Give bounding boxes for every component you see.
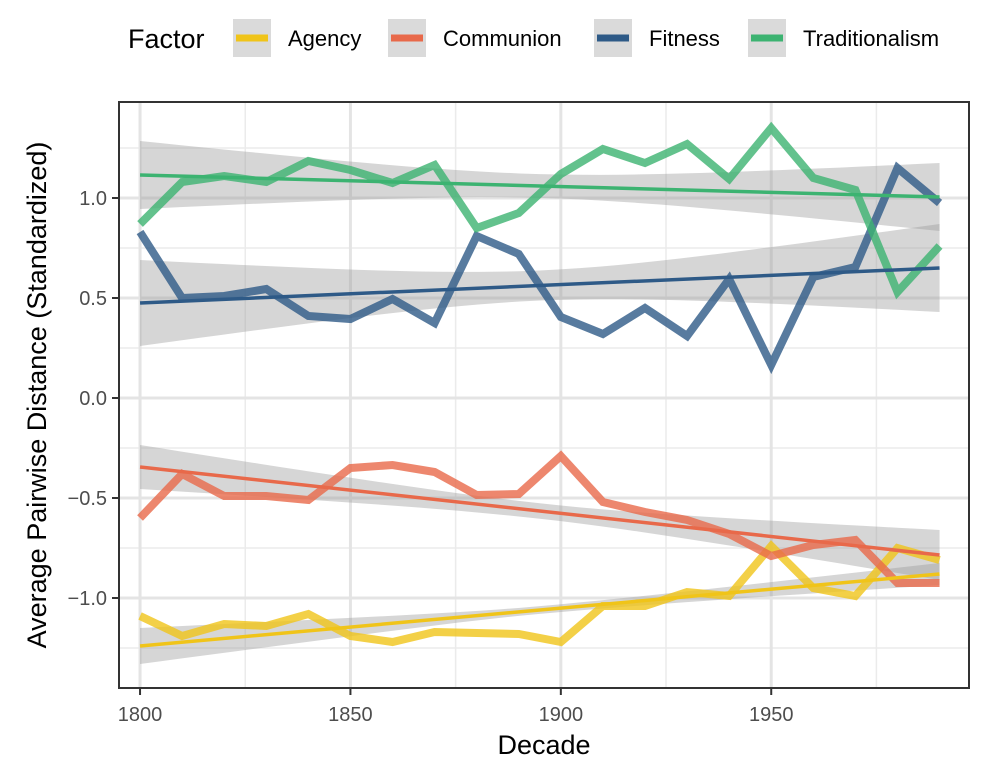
- y-tick-label: −1.0: [68, 588, 107, 610]
- legend-label: Traditionalism: [803, 26, 939, 51]
- x-tick-label: 1800: [118, 704, 163, 726]
- legend: Factor Agency Communion Fitness Traditional…: [128, 19, 939, 57]
- x-tick-label: 1900: [539, 704, 584, 726]
- legend-item-agency: Agency: [233, 19, 361, 57]
- y-axis: 1.0 0.5 0.0 −0.5 −1.0: [68, 188, 119, 610]
- legend-label: Communion: [443, 26, 562, 51]
- legend-label: Agency: [288, 26, 361, 51]
- trend-line-fitness: [139, 266, 940, 305]
- x-axis: 1800 1850 1900 1950: [118, 688, 794, 726]
- trend-lines: [139, 173, 940, 648]
- x-axis-title: Decade: [497, 730, 590, 760]
- series-line-agency: [138, 540, 941, 647]
- legend-item-traditionalism: Traditionalism: [748, 19, 939, 57]
- y-tick-label: 0.0: [79, 388, 107, 410]
- grid: [119, 102, 969, 688]
- x-tick-label: 1850: [328, 704, 373, 726]
- trend-line-traditionalism: [139, 173, 940, 199]
- legend-label: Fitness: [649, 26, 720, 51]
- y-tick-label: 0.5: [79, 288, 107, 310]
- legend-item-fitness: Fitness: [594, 19, 720, 57]
- trend-line-agency: [139, 572, 940, 648]
- series-line-communion: [137, 450, 940, 587]
- plot-panel: [118, 101, 970, 689]
- legend-items: Agency Communion Fitness Traditionalism: [233, 19, 939, 57]
- trend-line-communion: [139, 465, 940, 557]
- legend-title: Factor: [128, 24, 205, 54]
- y-axis-title: Average Pairwise Distance (Standardized): [22, 142, 52, 649]
- y-tick-label: 1.0: [79, 188, 107, 210]
- y-tick-label: −0.5: [68, 488, 107, 510]
- panel-border: [118, 101, 970, 689]
- x-tick-label: 1950: [749, 704, 794, 726]
- legend-item-communion: Communion: [388, 19, 562, 57]
